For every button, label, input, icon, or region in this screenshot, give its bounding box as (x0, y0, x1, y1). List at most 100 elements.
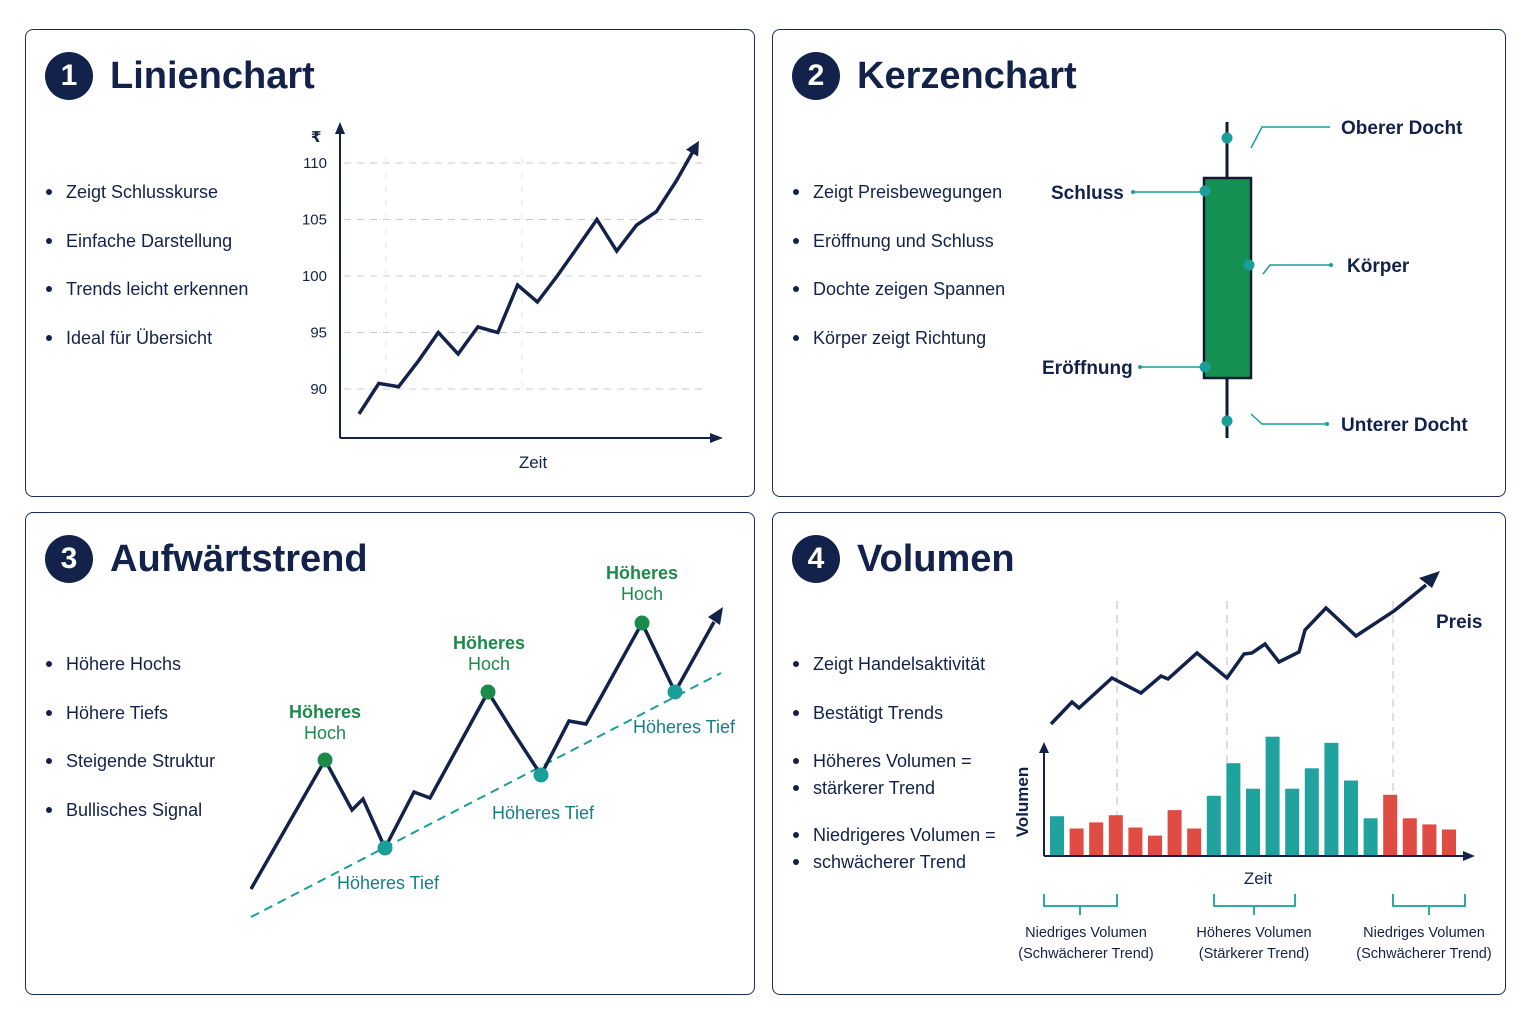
bullet-item: Steigende Struktur (46, 749, 215, 773)
open-label: Eröffnung (1042, 358, 1133, 379)
panel-number-badge: 3 (45, 535, 93, 583)
bullet-list: Zeigt Preisbewegungen Eröffnung und Schl… (793, 180, 1005, 350)
candle-body (1202, 176, 1253, 380)
x-axis-label: Zeit (519, 453, 548, 472)
bullet-item: Zeigt Handelsaktivität (793, 652, 996, 676)
group-label: Niedriges Volumen (1025, 925, 1147, 941)
higher-high-label: Höheres (606, 563, 678, 583)
panel-line-chart: 1 Linienchart Zeigt Schlusskurse Einfach… (25, 29, 755, 497)
upper-wick-label: Oberer Docht (1341, 118, 1463, 139)
price-label: Preis (1436, 612, 1482, 633)
group-bracket (1213, 894, 1296, 907)
volume-bar (1206, 795, 1221, 855)
volume-bar (1148, 835, 1162, 855)
close-marker (1199, 185, 1211, 197)
y-axis-label: Volumen (1013, 767, 1032, 838)
y-axis-arrow (1039, 742, 1049, 753)
open-marker (1199, 361, 1211, 373)
bullet-item: Körper zeigt Richtung (793, 326, 1005, 350)
y-axis-arrow (335, 122, 345, 134)
trend-arrowhead (685, 140, 699, 157)
trend-arrowhead (708, 607, 723, 625)
volume-bar (1050, 816, 1064, 855)
price-line (1049, 583, 1428, 726)
lower-wick-label: Unterer Docht (1341, 415, 1468, 436)
panel-title: Volumen (857, 538, 1015, 580)
lower-wick-leader (1250, 413, 1327, 425)
bullet-list: Höhere Hochs Höhere Tiefs Steigende Stru… (46, 652, 215, 822)
volume-bars (1050, 736, 1456, 855)
volume-bar (1265, 736, 1280, 855)
bullet-list: Zeigt Schlusskurse Einfache Darstellung … (46, 180, 248, 350)
uptrend-diagram: Höheres Hoch Höheres Hoch Höheres Hoch H… (249, 563, 736, 918)
panel-number-badge: 1 (45, 52, 93, 100)
x-axis-arrow (1463, 851, 1475, 861)
panel-title: Linienchart (110, 55, 315, 97)
volume-bar (1363, 818, 1378, 855)
group-label: (Schwächerer Trend) (1356, 946, 1491, 962)
bullet-item: Zeigt Preisbewegungen (793, 180, 1005, 204)
y-tick-label: 90 (310, 381, 327, 398)
bullet-item: Niedrigeres Volumen = (793, 823, 996, 847)
lower-wick-marker (1221, 415, 1233, 427)
higher-low-marker (533, 767, 549, 783)
panel-number-badge: 4 (792, 535, 840, 583)
higher-high-marker (317, 752, 333, 768)
bullet-item: Höhere Hochs (46, 652, 215, 676)
price-arrowhead (1419, 571, 1440, 588)
group-label: (Schwächerer Trend) (1018, 946, 1153, 962)
higher-high-label: Höheres (289, 702, 361, 722)
panel-title: Kerzenchart (857, 55, 1077, 97)
volume-bar (1344, 780, 1358, 855)
higher-low-label: Höheres Tief (492, 803, 595, 823)
group-label: (Stärkerer Trend) (1199, 946, 1309, 962)
body-label: Körper (1347, 256, 1410, 277)
higher-low-label: Höheres Tief (337, 873, 440, 893)
close-label: Schluss (1051, 183, 1124, 204)
body-marker (1243, 259, 1255, 271)
panel-uptrend: 3 Aufwärtstrend Höhere Hochs Höhere Tief… (25, 512, 755, 995)
higher-high-label: Hoch (304, 723, 346, 743)
higher-low-marker (377, 840, 393, 856)
body-leader (1262, 264, 1331, 275)
y-tick-label: 105 (302, 212, 327, 229)
volume-bar (1128, 827, 1143, 855)
volume-bar (1324, 742, 1339, 855)
volume-diagram: Preis Volumen Zeit Niedriges Volumen (Sc… (1013, 571, 1492, 962)
bullet-item: Höhere Tiefs (46, 701, 215, 725)
chart-grid (344, 158, 708, 390)
bullet-item: Dochte zeigen Spannen (793, 277, 1005, 301)
bullet-item: Zeigt Schlusskurse (46, 180, 248, 204)
bullet-item: Ideal für Übersicht (46, 326, 248, 350)
higher-high-marker (480, 684, 496, 700)
line-chart: ₹ 90 95 100 105 110 Zeit (302, 122, 723, 472)
group-bracket (1043, 894, 1118, 907)
bullet-item: Einfache Darstellung (46, 229, 248, 253)
higher-high-label: Höheres (453, 633, 525, 653)
higher-high-label: Hoch (621, 584, 663, 604)
bullet-item: Trends leicht erkennen (46, 277, 248, 301)
higher-low-label: Höheres Tief (633, 717, 736, 737)
x-axis-label: Zeit (1244, 869, 1273, 888)
volume-bar (1422, 824, 1437, 855)
bullet-item: Höheres Volumen = (793, 749, 996, 773)
volume-bar (1304, 768, 1319, 855)
x-axis-arrow (710, 433, 723, 443)
volume-bar (1167, 810, 1182, 855)
volume-bar (1069, 828, 1084, 855)
y-tick-labels: 90 95 100 105 110 (302, 155, 327, 398)
y-tick-label: 110 (303, 155, 327, 172)
volume-bar (1442, 829, 1456, 855)
volume-bar (1285, 788, 1300, 855)
panel-volume: 4 Volumen Zeigt Handelsaktivität Bestäti… (772, 512, 1506, 995)
panel-title: Aufwärtstrend (110, 538, 368, 580)
volume-bar (1187, 828, 1202, 855)
volume-bar (1226, 763, 1241, 855)
price-line (357, 145, 698, 415)
volume-bar (1402, 818, 1417, 855)
panel-number-badge: 2 (792, 52, 840, 100)
bullet-item: Bullisches Signal (46, 798, 215, 822)
higher-high-marker (634, 615, 650, 631)
upper-wick-leader (1250, 126, 1330, 149)
upper-wick-marker (1221, 132, 1233, 144)
